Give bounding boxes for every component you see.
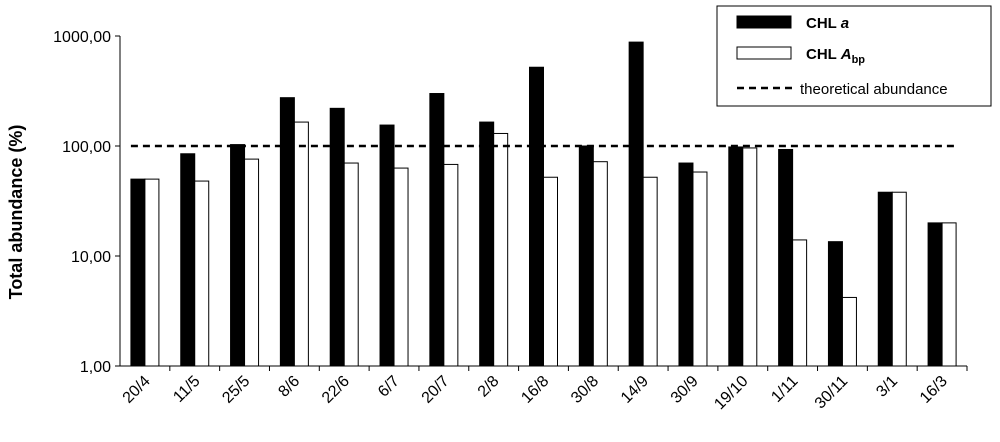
x-tick-label: 16/3 xyxy=(917,373,951,407)
legend-label-chl-abp: CHL Abp xyxy=(806,46,865,66)
bar-chl-a-3-1 xyxy=(877,191,893,367)
legend-chl-a-main: CHL xyxy=(806,15,841,32)
x-tick-label: 6/7 xyxy=(375,373,403,401)
x-tick-label: 30/9 xyxy=(668,373,702,407)
legend-chl-abp-italic: A xyxy=(840,46,852,63)
x-tick-label: 16/8 xyxy=(518,373,552,407)
x-tick-label: 14/9 xyxy=(618,373,652,407)
bar-chl-abp-30-9 xyxy=(692,171,708,367)
bar-chl-abp-2-8 xyxy=(493,132,509,367)
x-tick-label: 20/7 xyxy=(419,373,453,407)
bar-chl-a-16-3 xyxy=(927,222,943,367)
bar-chl-a-20-7 xyxy=(429,93,445,367)
bar-chl-a-19-10 xyxy=(728,146,744,367)
bar-chl-abp-30-8 xyxy=(592,161,608,367)
legend-swatch-chl-a xyxy=(736,15,792,29)
bar-chl-abp-16-8 xyxy=(543,176,558,367)
bar-chl-a-25-5 xyxy=(230,144,246,367)
legend-label-theoretical: theoretical abundance xyxy=(800,81,948,98)
bar-chl-a-8-6 xyxy=(279,97,295,367)
bar-chl-abp-25-5 xyxy=(244,158,260,367)
x-tick-label: 8/6 xyxy=(275,373,303,401)
bar-chl-abp-19-10 xyxy=(742,147,758,367)
legend: CHL a CHL Abp theoretical abundance xyxy=(716,5,992,107)
y-tick-label: 1,00 xyxy=(80,359,111,376)
x-tick-label: 22/6 xyxy=(319,373,353,407)
bar-chl-a-30-8 xyxy=(578,145,594,367)
bar-chl-abp-14-9 xyxy=(642,176,658,367)
bar-chl-a-1-11 xyxy=(778,148,794,367)
bar-chl-a-20-4 xyxy=(130,178,146,367)
bar-chl-abp-20-7 xyxy=(443,163,459,367)
legend-label-chl-a: CHL a xyxy=(806,15,849,32)
legend-chl-a-italic: a xyxy=(841,15,849,32)
y-axis-title: Total abundance (%) xyxy=(6,125,26,300)
x-tick-label: 25/5 xyxy=(219,373,253,407)
bar-chl-abp-6-7 xyxy=(393,167,409,367)
legend-chl-abp-main: CHL xyxy=(806,46,841,63)
x-tick-label: 30/8 xyxy=(568,373,602,407)
y-tick-label: 100,00 xyxy=(62,139,111,156)
bar-chl-abp-20-4 xyxy=(144,178,160,367)
x-tick-label: 30/11 xyxy=(812,373,852,413)
x-tick-label: 2/8 xyxy=(475,373,503,401)
bar-chl-abp-22-6 xyxy=(343,162,359,367)
legend-swatch-chl-abp xyxy=(736,46,792,60)
x-tick-label: 3/1 xyxy=(873,373,901,401)
legend-chl-abp-sub: bp xyxy=(852,54,866,66)
bar-chl-a-30-11 xyxy=(827,241,843,367)
x-tick-label: 11/5 xyxy=(170,373,203,406)
bar-chl-a-11-5 xyxy=(180,153,196,367)
bar-chl-abp-1-11 xyxy=(792,239,808,367)
bar-chl-abp-16-3 xyxy=(941,222,957,367)
bar-chl-a-14-9 xyxy=(628,41,644,367)
x-tick-label: 20/4 xyxy=(120,373,154,407)
bar-chl-abp-11-5 xyxy=(194,180,210,367)
bar-chl-a-2-8 xyxy=(479,121,495,367)
x-tick-label: 19/10 xyxy=(711,373,751,413)
bar-chl-a-6-7 xyxy=(379,124,395,367)
x-tick-label: 1/11 xyxy=(768,373,801,406)
bar-chl-abp-3-1 xyxy=(891,191,907,367)
y-tick-label: 10,00 xyxy=(71,249,111,266)
bar-chl-abp-8-6 xyxy=(293,121,309,367)
bar-chl-a-16-8 xyxy=(529,66,544,367)
bar-chl-a-30-9 xyxy=(678,162,694,367)
y-tick-label: 1000,00 xyxy=(53,29,111,46)
bar-chl-abp-30-11 xyxy=(841,296,857,367)
